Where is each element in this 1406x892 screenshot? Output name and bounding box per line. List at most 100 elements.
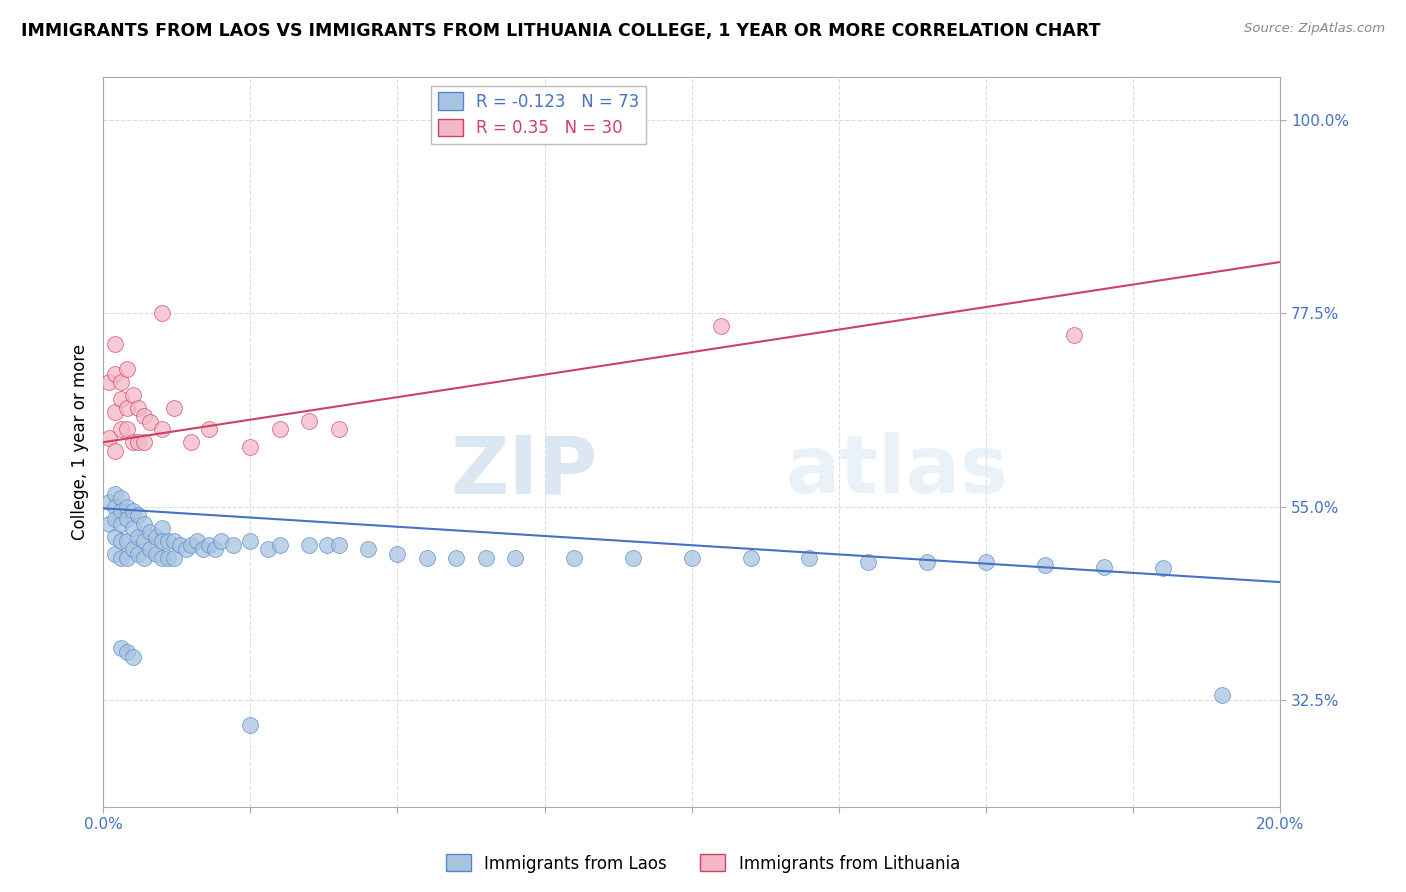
Point xyxy=(257,542,280,557)
Point xyxy=(1211,689,1233,703)
Point xyxy=(121,435,143,450)
Point xyxy=(1092,559,1115,574)
Point xyxy=(186,533,208,548)
Point xyxy=(104,530,127,544)
Point xyxy=(150,533,173,548)
Point xyxy=(115,500,138,514)
Point xyxy=(115,533,138,548)
Y-axis label: College, 1 year or more: College, 1 year or more xyxy=(72,344,89,541)
Point xyxy=(298,538,321,552)
Point xyxy=(169,538,191,552)
Point xyxy=(145,530,167,544)
Point xyxy=(121,521,143,535)
Point xyxy=(974,555,997,569)
Point xyxy=(110,533,132,548)
Point xyxy=(115,362,138,376)
Point xyxy=(121,542,143,557)
Point xyxy=(110,551,132,566)
Point xyxy=(163,401,186,415)
Point xyxy=(1033,558,1056,572)
Point xyxy=(110,491,132,505)
Point xyxy=(127,547,149,561)
Point xyxy=(150,551,173,566)
Point xyxy=(115,401,138,415)
Point xyxy=(104,486,127,500)
Point xyxy=(139,525,162,540)
Point xyxy=(145,547,167,561)
Point xyxy=(621,551,644,566)
Point xyxy=(104,500,127,514)
Point xyxy=(799,551,821,566)
Point xyxy=(710,319,733,334)
Point xyxy=(503,551,526,566)
Point xyxy=(740,551,762,566)
Point xyxy=(1063,327,1085,342)
Point xyxy=(156,551,179,566)
Point xyxy=(387,547,409,561)
Point xyxy=(163,533,186,548)
Point xyxy=(115,422,138,436)
Point xyxy=(127,530,149,544)
Point xyxy=(104,547,127,561)
Point xyxy=(134,533,156,548)
Point xyxy=(416,551,439,566)
Point xyxy=(298,414,321,428)
Point xyxy=(98,516,121,531)
Point xyxy=(139,416,162,430)
Text: atlas: atlas xyxy=(786,433,1010,510)
Text: Source: ZipAtlas.com: Source: ZipAtlas.com xyxy=(1244,22,1385,36)
Point xyxy=(134,435,156,450)
Point xyxy=(269,422,291,436)
Point xyxy=(134,551,156,566)
Point xyxy=(115,512,138,526)
Point xyxy=(98,431,121,445)
Point xyxy=(110,392,132,407)
Point xyxy=(115,645,138,659)
Point xyxy=(156,533,179,548)
Point xyxy=(115,551,138,566)
Point xyxy=(328,422,350,436)
Point xyxy=(209,533,232,548)
Point xyxy=(139,542,162,557)
Point xyxy=(221,538,243,552)
Point xyxy=(110,504,132,518)
Point xyxy=(121,388,143,402)
Point xyxy=(134,516,156,531)
Point xyxy=(134,409,156,424)
Point xyxy=(98,375,121,389)
Point xyxy=(104,367,127,381)
Point xyxy=(269,538,291,552)
Point xyxy=(150,521,173,535)
Point xyxy=(127,508,149,523)
Point xyxy=(104,443,127,458)
Legend: R = -0.123   N = 73, R = 0.35   N = 30: R = -0.123 N = 73, R = 0.35 N = 30 xyxy=(432,86,647,144)
Point xyxy=(180,538,202,552)
Point xyxy=(562,551,585,566)
Point xyxy=(193,542,215,557)
Point xyxy=(198,422,221,436)
Point xyxy=(198,538,221,552)
Point xyxy=(239,440,262,454)
Point xyxy=(127,401,149,415)
Point xyxy=(446,551,468,566)
Point xyxy=(681,551,703,566)
Point xyxy=(110,516,132,531)
Point xyxy=(1152,561,1174,575)
Point xyxy=(357,542,380,557)
Point xyxy=(315,538,337,552)
Point xyxy=(328,538,350,552)
Text: ZIP: ZIP xyxy=(450,433,598,510)
Text: IMMIGRANTS FROM LAOS VS IMMIGRANTS FROM LITHUANIA COLLEGE, 1 YEAR OR MORE CORREL: IMMIGRANTS FROM LAOS VS IMMIGRANTS FROM … xyxy=(21,22,1101,40)
Point xyxy=(915,555,938,569)
Point xyxy=(104,512,127,526)
Point xyxy=(104,336,127,351)
Point xyxy=(204,542,226,557)
Point xyxy=(174,542,197,557)
Point xyxy=(121,504,143,518)
Point xyxy=(110,375,132,389)
Point xyxy=(150,422,173,436)
Point xyxy=(180,435,202,450)
Point xyxy=(121,649,143,664)
Point xyxy=(239,718,262,732)
Point xyxy=(110,641,132,656)
